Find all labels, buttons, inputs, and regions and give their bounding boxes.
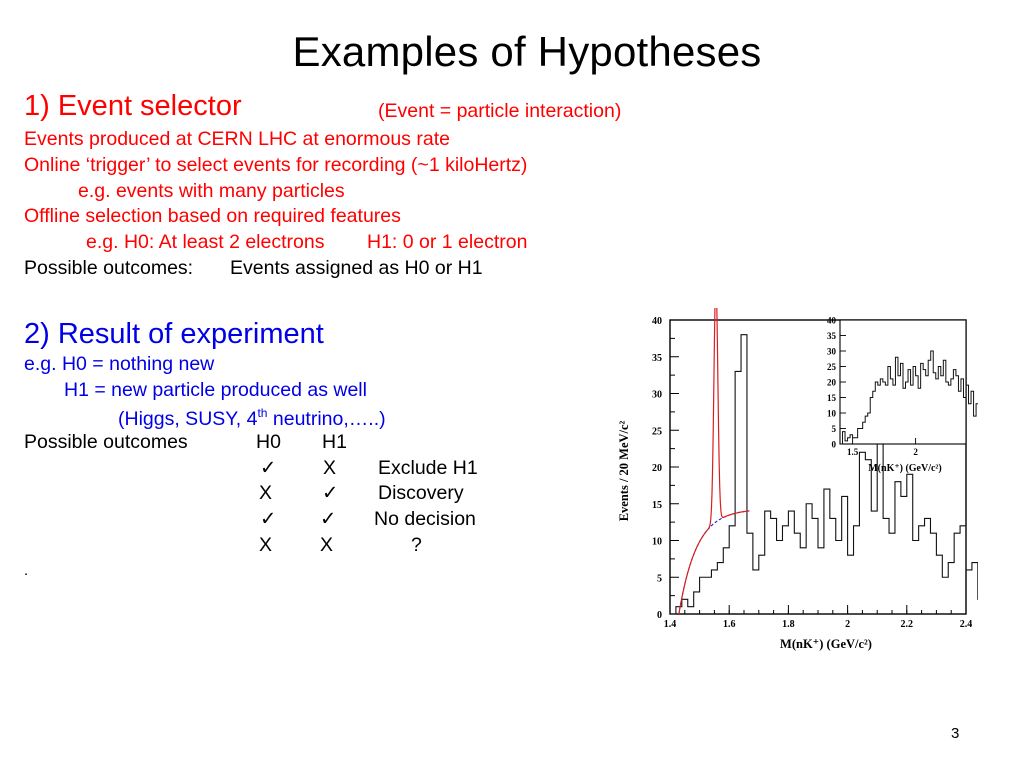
section1-line5a: e.g. H0: At least 2 electrons bbox=[86, 231, 325, 253]
main-ytick-label: 25 bbox=[652, 426, 662, 437]
outcome-row4-h0: X bbox=[259, 534, 273, 556]
section2-outcomes-label: Possible outcomes bbox=[24, 431, 188, 453]
main-xtick-label: 1.4 bbox=[664, 619, 677, 630]
main-ytick-label: 15 bbox=[652, 500, 662, 511]
main-xtick-label: 1.8 bbox=[782, 619, 795, 630]
background-fit-curve bbox=[678, 510, 750, 615]
inset-xtick-label: 1.5 bbox=[847, 447, 859, 457]
section1-outcomes-label: Possible outcomes: bbox=[24, 257, 194, 279]
outcome-row3-h1: ✓ bbox=[320, 508, 337, 530]
section1-line1: Events produced at CERN LHC at enormous … bbox=[24, 128, 450, 150]
inset-ytick-label: 30 bbox=[827, 347, 837, 357]
outcome-row2-h1: ✓ bbox=[322, 482, 339, 504]
outcome-header-h1: H1 bbox=[322, 431, 347, 453]
section2-line3-post: neutrino,…..) bbox=[267, 408, 386, 430]
inset-ytick-label: 0 bbox=[832, 440, 837, 450]
inset-ytick-label: 5 bbox=[832, 424, 837, 434]
main-xaxis-label: M(nK⁺) (GeV/c²) bbox=[780, 637, 872, 651]
inset-ytick-label: 35 bbox=[827, 331, 837, 341]
section2-line3-sup: th bbox=[257, 406, 268, 420]
section1-heading: 1) Event selector bbox=[24, 90, 242, 122]
inset-ytick-label: 25 bbox=[827, 362, 837, 372]
main-ytick-label: 0 bbox=[657, 610, 662, 621]
outcome-row3-h0: ✓ bbox=[260, 508, 277, 530]
main-xtick-label: 2.2 bbox=[901, 619, 914, 630]
section1-outcomes-value: Events assigned as H0 or H1 bbox=[230, 257, 483, 279]
section1-line3: e.g. events with many particles bbox=[78, 180, 345, 202]
inset-ytick-label: 40 bbox=[827, 316, 837, 326]
inset-histogram bbox=[840, 350, 978, 445]
main-yaxis-label: Events / 20 MeV/c² bbox=[617, 420, 631, 521]
section2-line3: (Higgs, SUSY, 4th neutrino,…..) bbox=[118, 407, 386, 430]
outcome-row4-h1: X bbox=[320, 534, 334, 556]
inset-xtick-label: 2 bbox=[913, 447, 918, 457]
main-xtick-label: 1.6 bbox=[723, 619, 736, 630]
outcome-row3-result: No decision bbox=[374, 508, 476, 530]
outcome-row4-result: ? bbox=[411, 534, 422, 556]
section2-heading: 2) Result of experiment bbox=[24, 318, 324, 350]
section2-line3-pre: (Higgs, SUSY, 4 bbox=[118, 408, 258, 430]
outcome-header-h0: H0 bbox=[256, 431, 281, 453]
section1-line5b: H1: 0 or 1 electron bbox=[367, 231, 528, 253]
main-ytick-label: 30 bbox=[652, 390, 662, 401]
main-histogram bbox=[670, 334, 978, 615]
main-ytick-label: 5 bbox=[657, 573, 662, 584]
inset-xaxis-label: M(nK⁺) (GeV/c²) bbox=[868, 463, 942, 474]
slide-title: Examples of Hypotheses bbox=[292, 28, 762, 75]
main-ytick-label: 20 bbox=[652, 463, 662, 474]
outcome-row2-result: Discovery bbox=[378, 482, 464, 504]
inset-ytick-label: 20 bbox=[827, 378, 837, 388]
main-xtick-label: 2.4 bbox=[960, 619, 973, 630]
section2-line1: e.g. H0 = nothing new bbox=[24, 353, 215, 375]
outcome-row1-h0: ✓ bbox=[260, 457, 277, 479]
section2-line2: H1 = new particle produced as well bbox=[64, 379, 367, 401]
main-ytick-label: 40 bbox=[652, 316, 662, 327]
outcome-row1-h1: X bbox=[323, 457, 337, 479]
main-xtick-label: 2 bbox=[845, 619, 850, 630]
outcome-row2-h0: X bbox=[259, 482, 273, 504]
main-ytick-label: 10 bbox=[652, 537, 662, 548]
section1-line2: Online ‘trigger’ to select events for re… bbox=[24, 154, 528, 176]
section1-note: (Event = particle interaction) bbox=[378, 100, 622, 122]
section1-line4: Offline selection based on required feat… bbox=[24, 205, 401, 227]
inset-ytick-label: 15 bbox=[827, 393, 837, 403]
page-number: 3 bbox=[951, 725, 960, 742]
signal-fit-curve bbox=[678, 308, 750, 615]
inset-ytick-label: 10 bbox=[827, 409, 837, 419]
stray-dot: . bbox=[24, 562, 29, 579]
outcome-row1-result: Exclude H1 bbox=[378, 457, 478, 479]
main-ytick-label: 35 bbox=[652, 353, 662, 364]
